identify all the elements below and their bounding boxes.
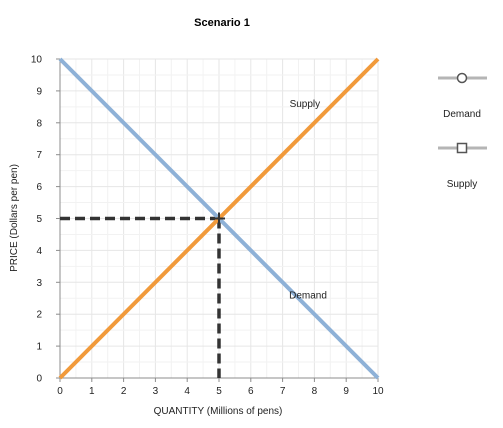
x-tick-label: 1 — [89, 386, 95, 397]
equilibrium-guides — [60, 216, 221, 378]
y-tick-label: 0 — [36, 374, 42, 385]
x-tick-label: 5 — [216, 386, 222, 397]
tick-labels: 0 1 2 3 4 5 6 7 8 9 10 0 1 2 3 4 5 6 7 8 9 10 — [31, 55, 384, 398]
y-axis-title: PRICE (Dollars per pen) — [9, 164, 20, 272]
x-tick-label: 7 — [280, 386, 286, 397]
x-tick-label: 0 — [57, 386, 63, 397]
legend-item-supply[interactable]: Supply — [438, 142, 487, 191]
x-tick-label: 8 — [312, 386, 318, 397]
legend-label: Demand — [443, 109, 481, 120]
y-tick-label: 4 — [36, 246, 42, 257]
y-tick-label: 5 — [36, 214, 42, 225]
supply-curve-label: Supply — [290, 99, 321, 110]
x-tick-label: 9 — [343, 386, 349, 397]
x-tick-label: 3 — [153, 386, 159, 397]
x-tick-label: 6 — [248, 386, 254, 397]
y-tick-label: 3 — [36, 278, 42, 289]
circle-marker-icon — [456, 72, 468, 84]
legend-item-demand[interactable]: Demand — [438, 72, 487, 121]
square-marker-icon — [456, 142, 468, 154]
demand-curve-label: Demand — [289, 290, 327, 301]
chart-title: Scenario 1 — [194, 17, 250, 29]
x-tick-label: 10 — [372, 386, 384, 397]
legend-label: Supply — [447, 179, 478, 190]
x-tick-label: 4 — [184, 386, 190, 397]
y-tick-label: 7 — [36, 150, 42, 161]
y-tick-label: 8 — [36, 118, 42, 129]
legend[interactable]: Demand Supply — [438, 72, 487, 191]
y-tick-label: 9 — [36, 86, 42, 97]
y-tick-label: 10 — [31, 55, 43, 66]
y-tick-label: 6 — [36, 182, 42, 193]
y-tick-label: 1 — [36, 342, 42, 353]
y-tick-label: 2 — [36, 310, 42, 321]
x-tick-label: 2 — [121, 386, 127, 397]
x-axis-title: QUANTITY (Millions of pens) — [154, 406, 283, 417]
equilibrium-marker — [213, 212, 225, 225]
curve-labels: Supply Demand — [289, 99, 327, 301]
